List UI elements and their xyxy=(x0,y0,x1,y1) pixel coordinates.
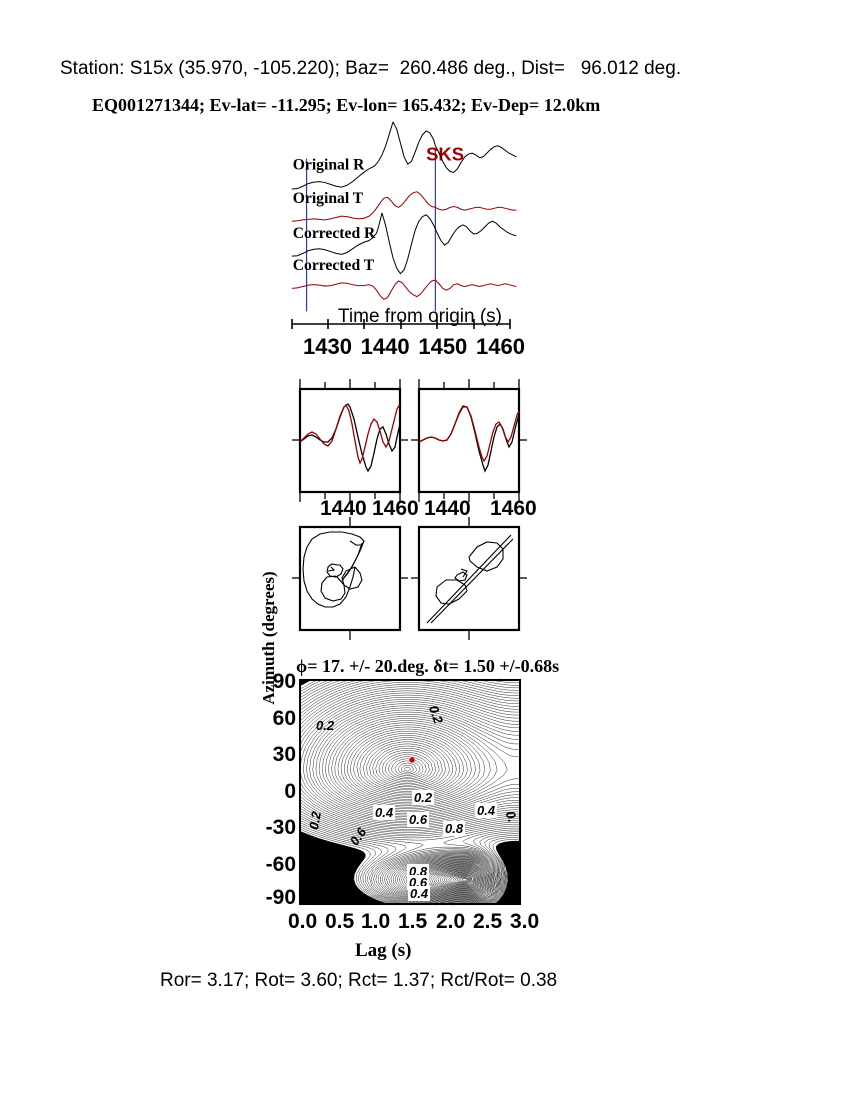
svg-text:Original T: Original T xyxy=(293,190,364,207)
svg-text:Original R: Original R xyxy=(293,157,365,174)
svg-text:Corrected R: Corrected R xyxy=(293,225,376,242)
svg-text:Corrected T: Corrected T xyxy=(293,257,375,274)
svg-text:SKS: SKS xyxy=(426,143,464,164)
